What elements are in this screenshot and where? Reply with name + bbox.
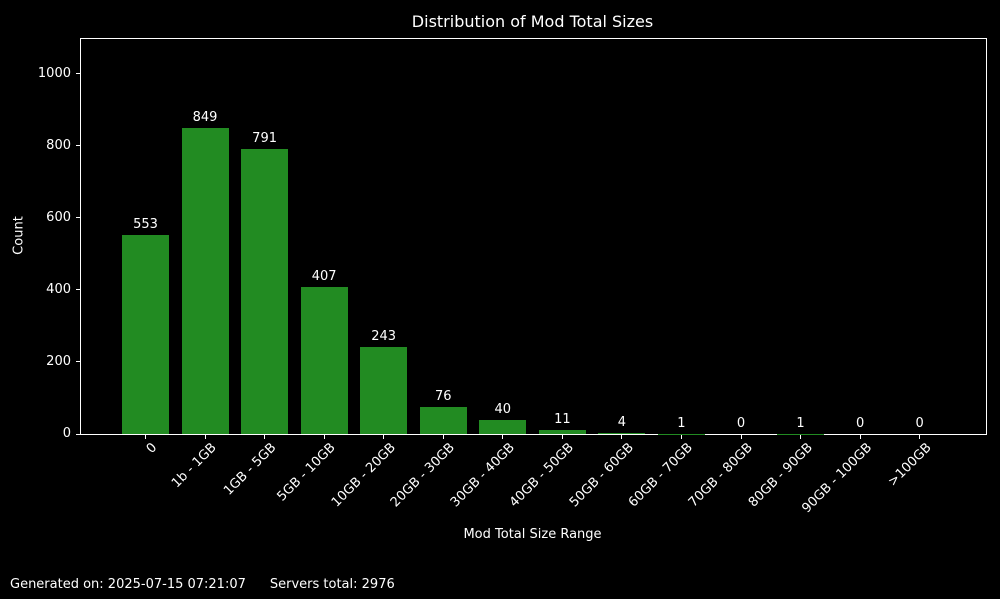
x-tick-mark xyxy=(621,435,623,439)
plot-area: 0 200 400 600 800 1000 553 0 849 1b - 1GB 791 1GB -… xyxy=(38,38,987,516)
bar-value-label: 849 xyxy=(192,110,218,126)
bar-value-label: 76 xyxy=(434,388,452,404)
bar-value-label: 40 xyxy=(494,401,512,417)
x-tick-label: 5GB - 10GB xyxy=(274,440,340,505)
generated-timestamp: Generated on: 2025-07-15 07:21:07 xyxy=(10,577,246,592)
y-tick-mark xyxy=(76,433,80,435)
bar-value-label: 0 xyxy=(736,416,746,431)
y-tick-label: 400 xyxy=(46,281,71,297)
y-tick-label: 600 xyxy=(46,209,71,225)
y-tick-mark xyxy=(76,73,80,75)
y-tick-mark xyxy=(76,217,80,219)
bar xyxy=(360,346,408,434)
y-tick-label: 200 xyxy=(46,353,71,369)
x-tick-mark xyxy=(561,435,563,439)
x-tick-label: >100GB xyxy=(885,440,935,490)
bar-value-label: 4 xyxy=(617,414,627,430)
bar-value-label: 1 xyxy=(796,415,805,431)
bar xyxy=(538,430,586,434)
x-tick-mark xyxy=(204,435,206,439)
footer: Generated on: 2025-07-15 07:21:07 Servers… xyxy=(10,577,395,592)
y-tick-label: 800 xyxy=(46,137,71,153)
bar xyxy=(598,432,646,434)
x-tick-label: 1GB - 5GB xyxy=(221,440,280,499)
x-tick-label: 1b - 1GB xyxy=(169,440,220,492)
bar xyxy=(300,287,348,434)
x-tick-mark xyxy=(740,435,742,439)
x-tick-mark xyxy=(323,435,325,439)
x-tick-mark xyxy=(859,435,861,439)
bar xyxy=(419,406,467,434)
bar-value-label: 791 xyxy=(252,131,277,147)
x-tick-mark xyxy=(264,435,266,439)
x-tick-mark xyxy=(383,435,385,439)
bar-value-label: 1 xyxy=(677,415,686,431)
x-tick-label: 0 xyxy=(143,440,161,457)
y-tick-label: 1000 xyxy=(37,65,71,81)
bar-value-label: 0 xyxy=(915,416,924,431)
x-tick-mark xyxy=(680,435,682,439)
y-axis-label: Count xyxy=(11,216,27,255)
bar xyxy=(241,149,289,434)
y-tick-label: 0 xyxy=(62,426,71,441)
bar xyxy=(181,128,229,434)
y-tick-mark xyxy=(76,145,80,147)
chart-title: Distribution of Mod Total Sizes xyxy=(411,12,654,31)
servers-total: Servers total: 2976 xyxy=(269,577,395,592)
x-tick-mark xyxy=(919,435,921,439)
bar-value-label: 0 xyxy=(855,416,865,431)
x-axis-label: Mod Total Size Range xyxy=(463,527,602,542)
y-tick-mark xyxy=(76,289,80,291)
bar xyxy=(122,234,169,434)
bar-value-label: 243 xyxy=(371,328,397,344)
bar-value-label: 553 xyxy=(133,216,158,232)
x-tick-mark xyxy=(800,435,802,439)
x-tick-mark xyxy=(442,435,444,439)
bar-value-label: 407 xyxy=(311,269,337,285)
bar-value-label: 11 xyxy=(554,412,571,428)
x-tick-mark xyxy=(145,435,146,439)
bar xyxy=(479,419,527,434)
x-tick-mark xyxy=(502,435,504,439)
y-tick-mark xyxy=(76,361,80,363)
